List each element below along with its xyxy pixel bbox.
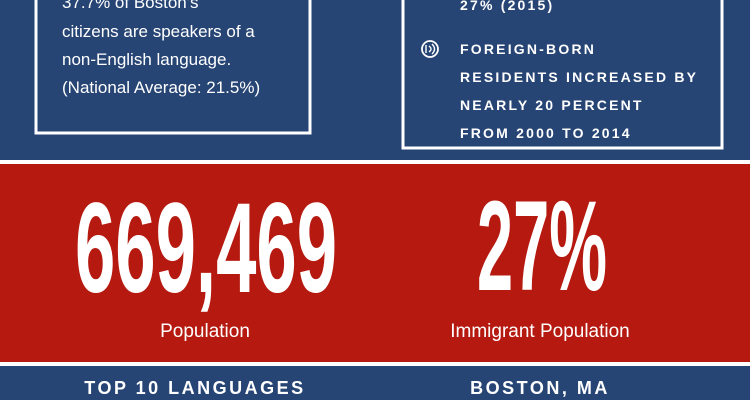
stat-label: Immigrant Population: [450, 321, 630, 342]
stat-value: 669,469: [75, 177, 337, 320]
fact-line: (National Average: 21.5%): [62, 78, 260, 97]
separator: [0, 160, 750, 164]
fact-line: 37.7% of Boston's: [62, 0, 199, 12]
fact-box: [34, 0, 312, 135]
separator: [0, 362, 750, 366]
fact-line: FOREIGN-BORN: [460, 41, 596, 57]
stats-band: [0, 164, 750, 362]
fact-box: [401, 0, 724, 150]
fact-line: 27% (2015): [460, 0, 554, 13]
stat-value: 27%: [477, 175, 607, 318]
section-heading: BOSTON, MA: [470, 378, 610, 398]
footer-band: [0, 366, 750, 400]
icon: [421, 40, 439, 58]
section-heading: TOP 10 LANGUAGES: [84, 378, 305, 398]
stat-label: Population: [160, 321, 250, 342]
fact-line: non-English language.: [62, 50, 231, 69]
fact-line: citizens are speakers of a: [62, 22, 255, 41]
fact-line: FROM 2000 TO 2014: [460, 125, 632, 141]
fact-line: NEARLY 20 PERCENT: [460, 97, 644, 113]
fact-line: RESIDENTS INCREASED BY: [460, 69, 698, 85]
